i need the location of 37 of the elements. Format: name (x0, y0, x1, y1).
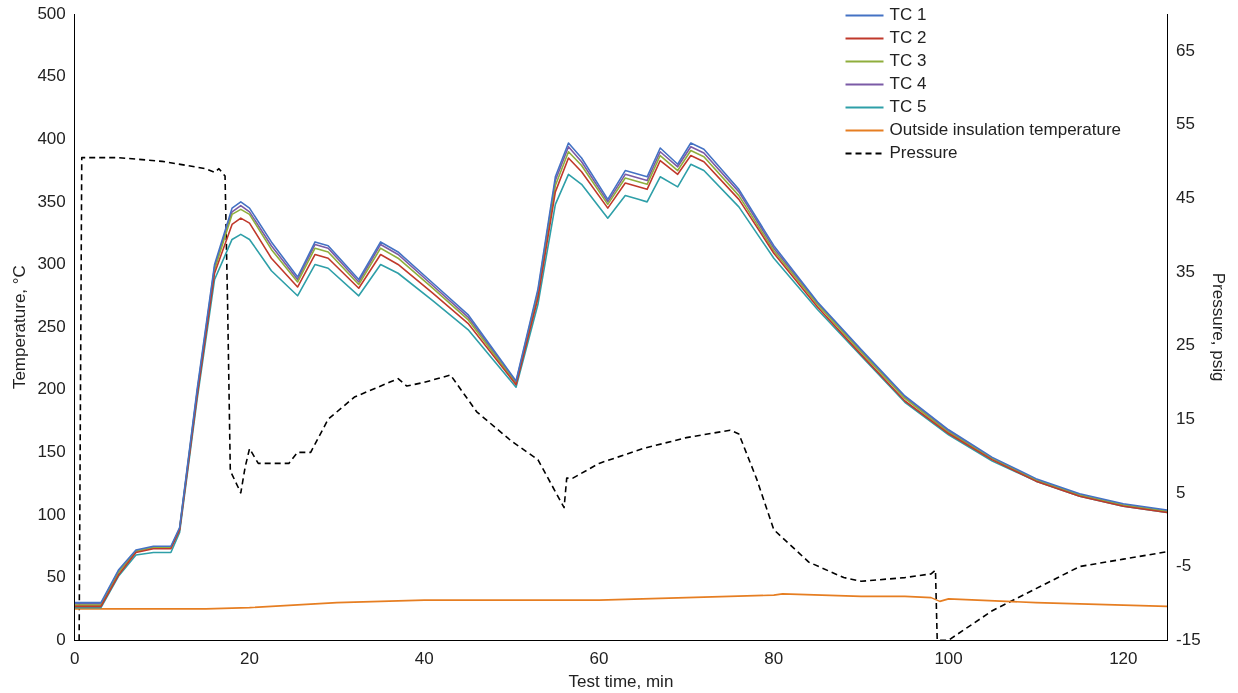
y2-tick-label: 15 (1176, 408, 1195, 428)
x-tick-label: 40 (414, 649, 434, 669)
y-tick-label: 400 (37, 128, 66, 148)
legend-label: Pressure (889, 143, 958, 163)
y-tick-label: 250 (37, 316, 66, 336)
x-axis-title: Test time, min (568, 672, 674, 692)
y2-tick-label: 25 (1176, 335, 1195, 355)
x-tick-label: 60 (589, 649, 609, 669)
x-tick-label: 120 (1109, 649, 1138, 669)
legend-label: Outside insulation temperature (889, 120, 1122, 140)
legend-label: TC 4 (889, 74, 927, 94)
y2-axis-title: Pressure, psig (1209, 272, 1229, 382)
y-tick-label: 0 (56, 629, 66, 649)
y-tick-label: 50 (46, 567, 66, 587)
y-tick-label: 150 (37, 442, 66, 462)
y-tick-label: 450 (37, 66, 66, 86)
x-tick-label: 0 (70, 649, 80, 669)
x-tick-label: 80 (764, 649, 784, 669)
y-tick-label: 500 (37, 3, 66, 23)
y-tick-label: 300 (37, 254, 66, 274)
y-tick-label: 200 (37, 379, 66, 399)
legend-label: TC 5 (889, 97, 927, 117)
y2-tick-label: 5 (1176, 482, 1186, 502)
y2-tick-label: 35 (1176, 261, 1195, 281)
legend-label: TC 2 (889, 28, 927, 48)
y2-tick-label: 65 (1176, 40, 1195, 60)
x-tick-label: 100 (934, 649, 963, 669)
y2-tick-label: 45 (1176, 187, 1195, 207)
legend-label: TC 1 (889, 5, 927, 25)
x-tick-label: 20 (240, 649, 259, 669)
y-axis-title: Temperature, °C (9, 265, 29, 390)
y2-tick-label: -5 (1176, 556, 1192, 576)
y2-tick-label: -15 (1176, 629, 1201, 649)
y-tick-label: 350 (37, 191, 66, 211)
y2-tick-label: 55 (1176, 114, 1195, 134)
y-tick-label: 100 (37, 504, 66, 524)
legend-label: TC 3 (889, 51, 927, 71)
